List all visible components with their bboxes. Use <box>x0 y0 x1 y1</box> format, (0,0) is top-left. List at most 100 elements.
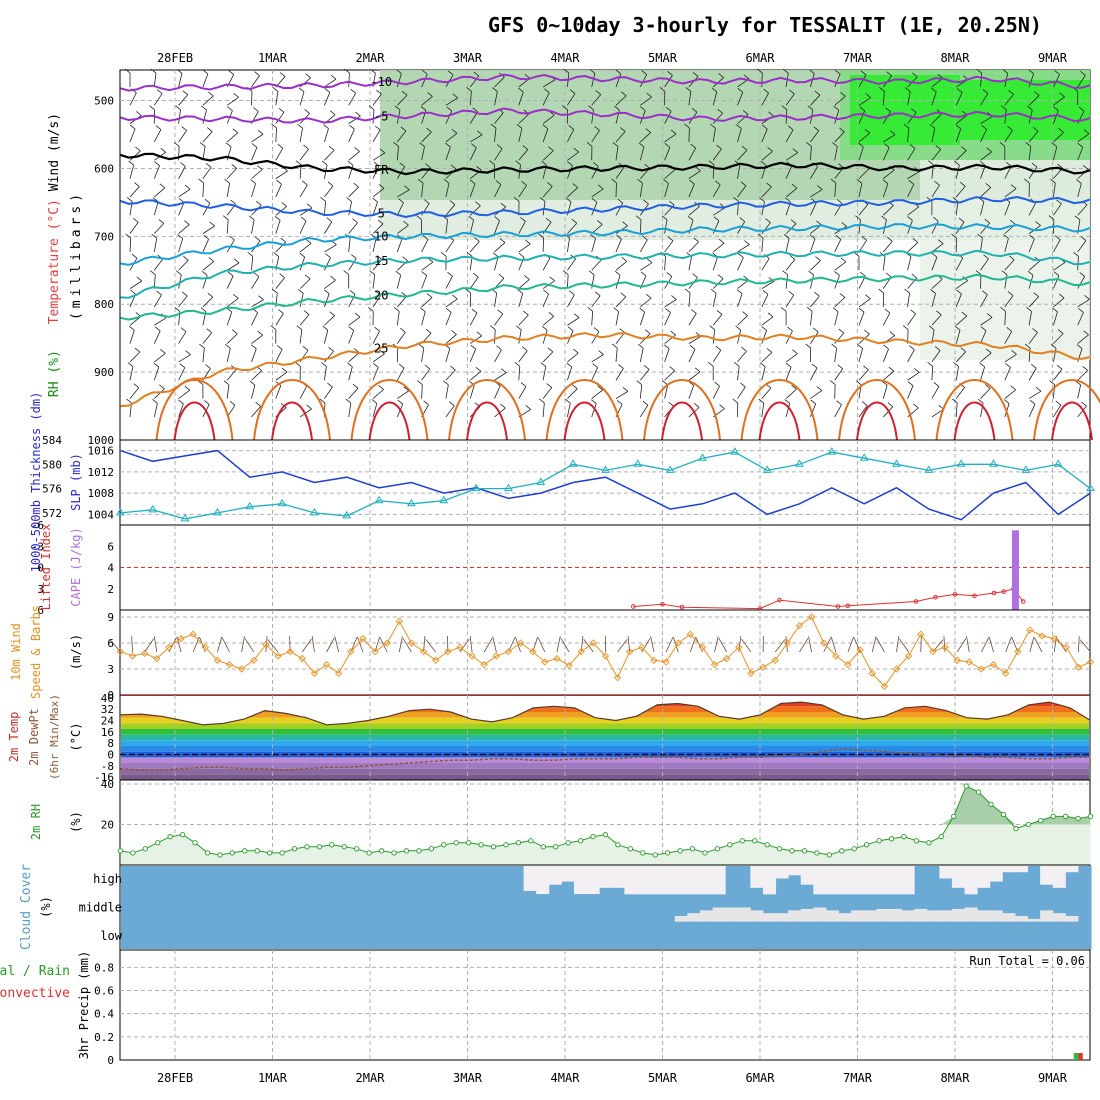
wind-barb <box>639 74 648 88</box>
wind-barb <box>1077 75 1086 88</box>
thickness-point <box>730 447 740 455</box>
wind-barb <box>567 366 573 381</box>
rh2m-point <box>441 842 447 848</box>
wind10m-point <box>262 641 270 649</box>
wind-barb-flag <box>638 142 645 148</box>
wind10m-point <box>116 647 125 656</box>
isotherm-20 <box>120 273 1091 321</box>
wind-barb <box>251 219 255 234</box>
wind-barb-flag <box>303 310 310 315</box>
wind-barb-flag <box>685 87 692 92</box>
wind-barb-flag <box>255 402 261 407</box>
lifted-index-point <box>845 603 851 609</box>
wind-barb <box>931 366 934 381</box>
wind-barb-flag <box>785 197 791 203</box>
wind-barb <box>396 296 407 308</box>
wind-barb-flag <box>124 68 131 74</box>
rh-region <box>850 75 960 145</box>
wind-barb <box>955 257 964 271</box>
wind-barb-flag <box>1026 105 1033 111</box>
rh2m-point <box>926 840 932 846</box>
wind-barb <box>615 238 622 253</box>
wind-barb <box>688 313 697 326</box>
wind-barb-flag <box>328 145 335 151</box>
wind-barb-flag <box>207 292 214 298</box>
wind-barb-flag <box>173 141 180 147</box>
wind-barb-flag <box>348 326 354 331</box>
wind-barb-flag <box>562 105 568 110</box>
wind-barb <box>688 183 695 198</box>
wind-barb-flag <box>571 218 578 224</box>
wind-barb-flag <box>370 68 376 74</box>
precip-tick-label: 0.6 <box>94 985 114 998</box>
minmax-label: (6hr Min/Max) <box>48 694 61 780</box>
wind-barb-flag <box>667 71 673 76</box>
wind-barb-flag <box>150 68 157 74</box>
wind-barb-flag <box>615 69 622 75</box>
wind-barb <box>1077 298 1090 308</box>
wind-barb-flag <box>566 362 572 368</box>
wind10m-point <box>286 647 294 656</box>
wind-barb-flag <box>928 160 934 166</box>
wind-barb <box>858 183 863 198</box>
wind-barb-flag <box>1028 69 1034 75</box>
wind10m-point <box>492 652 500 660</box>
wind-barb-flag <box>592 363 598 368</box>
wind-barb-flag <box>184 184 191 190</box>
wind-barb-flag <box>136 276 142 282</box>
rh2m-point <box>727 842 733 848</box>
wind-barb-flag <box>546 383 552 388</box>
wind10m-point <box>577 647 585 656</box>
wind-barb-flag <box>904 288 910 294</box>
wind-barb <box>955 164 960 179</box>
wind-barb <box>664 299 677 308</box>
wind-barb <box>1004 238 1009 253</box>
cloud-mid-gap <box>989 910 1003 922</box>
wind10m-point <box>395 617 403 625</box>
wind-barb-flag <box>280 237 286 243</box>
wind-barb <box>251 133 264 143</box>
wind-barb-flag <box>517 289 523 294</box>
isotherm-label: -10 <box>370 75 392 89</box>
wind-barb <box>664 384 669 399</box>
wind-barb <box>1077 204 1088 216</box>
wind-barb <box>445 204 456 216</box>
wind-barb-flag <box>230 199 236 205</box>
rh2m-point <box>739 838 745 844</box>
wind-barb <box>664 348 670 363</box>
wind-barb-flag <box>1008 90 1014 95</box>
wind-barb-flag <box>178 198 185 203</box>
wind-barb-flag <box>229 400 236 406</box>
wind10m-barb <box>583 638 594 653</box>
wind10m-point <box>419 647 428 656</box>
temp-color-band <box>121 729 1089 735</box>
wind-barb <box>1004 165 1012 179</box>
wind-barb-flag <box>1025 142 1032 147</box>
wind-barb <box>688 91 692 106</box>
wind-barb-flag <box>736 289 743 295</box>
wind-barb-flag <box>885 272 892 278</box>
wind-barb <box>858 348 864 363</box>
wind-barb-flag <box>831 343 837 349</box>
wind-barb-flag <box>205 364 211 369</box>
lifted-index-point <box>679 604 685 610</box>
wind10m-barb <box>221 637 230 653</box>
wind-barb-flag <box>832 142 838 147</box>
wind-barb-flag <box>569 290 575 296</box>
wind-barb <box>907 242 919 253</box>
thickness-point <box>374 495 384 504</box>
wind-barb <box>567 258 576 271</box>
wind-barb-flag <box>864 329 870 335</box>
temp-tick-label: 40 <box>101 692 114 705</box>
date-axis-bottom: 28FEB 1MAR 2MAR 3MAR 4MAR 5MAR 6MAR 7MAR 8MAR 9MA… <box>157 1071 1068 1085</box>
wind-barb <box>324 329 329 344</box>
rh2m-point <box>801 848 808 854</box>
wind-barb-flag <box>597 385 603 391</box>
wind-barb-flag <box>397 399 404 405</box>
wind-barb-flag <box>985 183 991 188</box>
date-label-top: 2MAR <box>356 51 386 65</box>
wind-barb <box>129 150 141 161</box>
upper-air-grid <box>120 70 1090 440</box>
wind-barb <box>1004 389 1016 399</box>
wind10m-point <box>1026 626 1034 634</box>
